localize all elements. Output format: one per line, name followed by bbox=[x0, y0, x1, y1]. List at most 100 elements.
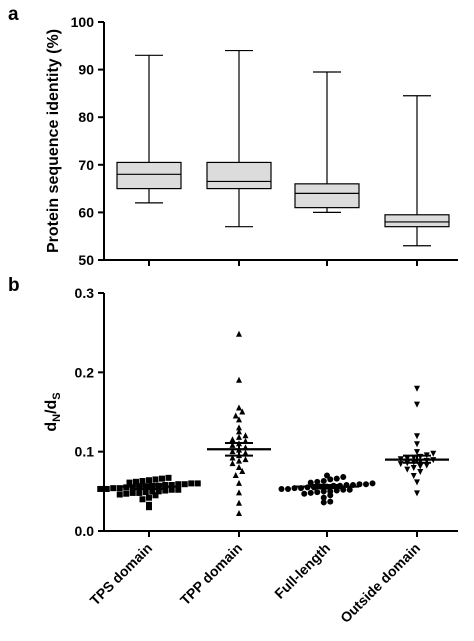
data-point-triangle-up bbox=[236, 433, 242, 440]
data-point-circle bbox=[346, 486, 353, 493]
data-point-triangle-up bbox=[236, 479, 242, 486]
data-point-square bbox=[168, 481, 175, 488]
data-point-square bbox=[123, 490, 130, 497]
panel-b-y-label-sub-s: S bbox=[51, 392, 63, 399]
data-point-square bbox=[155, 488, 162, 495]
data-point-triangle-up bbox=[236, 376, 242, 383]
data-point-square bbox=[146, 494, 152, 501]
data-point-triangle-down bbox=[414, 479, 420, 486]
panel-a-boxes bbox=[116, 49, 450, 247]
box-iqr bbox=[384, 214, 450, 228]
data-point-triangle-down bbox=[410, 465, 417, 472]
panel-a-y-tick-label: 90 bbox=[78, 62, 94, 78]
box-iqr bbox=[206, 161, 272, 190]
data-point-triangle-up bbox=[232, 471, 239, 478]
data-point-circle bbox=[327, 492, 334, 499]
data-point-square bbox=[139, 478, 146, 485]
data-point-circle bbox=[327, 476, 334, 483]
data-point-square bbox=[139, 496, 146, 503]
data-point-circle bbox=[327, 498, 334, 505]
data-point-triangle-down bbox=[417, 469, 424, 475]
data-point-square bbox=[159, 475, 165, 482]
panel-b-y-label-sub-n: N bbox=[51, 414, 63, 422]
data-point-square bbox=[129, 489, 136, 496]
data-point-circle bbox=[340, 486, 347, 493]
x-tick-label-tpp-domain: TPP domain bbox=[177, 540, 245, 608]
data-point-square bbox=[110, 485, 117, 492]
data-point-circle bbox=[320, 488, 327, 495]
data-point-triangle-down bbox=[414, 490, 420, 497]
data-point-square bbox=[165, 474, 172, 481]
data-point-square bbox=[162, 481, 169, 488]
box-iqr bbox=[116, 161, 182, 190]
data-point-square bbox=[175, 486, 182, 493]
panel-a-y-tick-label: 60 bbox=[78, 204, 94, 220]
box-outside-domain bbox=[384, 95, 450, 247]
data-point-circle bbox=[340, 474, 347, 481]
panel-b-points bbox=[97, 330, 449, 517]
data-point-square bbox=[116, 485, 123, 492]
data-point-triangle-up bbox=[236, 424, 242, 431]
panel-a-y-tick-label: 50 bbox=[78, 252, 94, 268]
data-point-square bbox=[133, 478, 139, 485]
panel-a-y-tick-label: 100 bbox=[71, 14, 95, 30]
data-point-circle bbox=[285, 485, 291, 492]
data-point-triangle-up bbox=[242, 432, 249, 439]
data-point-triangle-down bbox=[410, 472, 417, 479]
panel-a: a Protein sequence identity (%) 50 60 70 80… bbox=[8, 4, 458, 268]
data-point-square bbox=[162, 487, 169, 494]
data-point-square bbox=[152, 492, 159, 499]
data-point-square bbox=[126, 479, 133, 486]
data-point-triangle-up bbox=[229, 454, 236, 461]
data-point-triangle-up bbox=[239, 468, 246, 474]
panel-b-y-tick-label: 0.3 bbox=[75, 285, 95, 301]
data-point-circle bbox=[307, 479, 314, 486]
data-point-triangle-up bbox=[236, 416, 242, 423]
data-point-triangle-up bbox=[229, 436, 236, 443]
panel-b-y-label-d: d bbox=[43, 422, 60, 432]
box-iqr bbox=[294, 183, 360, 209]
panel-b-x-tick-labels: TPS domain TPP domain Full-length Outside d… bbox=[87, 540, 424, 626]
panel-a-y-ticks: 50 60 70 80 90 100 bbox=[71, 14, 104, 268]
panel-b-y-label-slash-d: /d bbox=[43, 400, 60, 414]
data-point-circle bbox=[314, 478, 321, 485]
panel-a-axes bbox=[103, 22, 458, 266]
panel-a-label: a bbox=[8, 4, 19, 25]
data-point-triangle-up bbox=[236, 404, 242, 411]
data-point-square bbox=[175, 481, 182, 488]
data-point-circle bbox=[314, 489, 321, 496]
data-point-square bbox=[181, 481, 188, 488]
data-point-circle bbox=[363, 481, 369, 488]
data-point-triangle-down bbox=[404, 466, 411, 473]
data-point-square bbox=[146, 504, 152, 511]
data-point-triangle-down bbox=[397, 461, 404, 468]
data-point-triangle-up bbox=[229, 460, 236, 467]
data-point-triangle-up bbox=[229, 448, 236, 455]
data-point-triangle-up bbox=[239, 408, 246, 415]
box-tps-domain bbox=[116, 54, 182, 204]
data-point-square bbox=[146, 477, 152, 484]
data-point-triangle-down bbox=[423, 462, 430, 469]
x-tick-label-tps-domain: TPS domain bbox=[87, 540, 156, 609]
data-point-triangle-up bbox=[236, 330, 242, 337]
panel-a-y-tick-label: 70 bbox=[78, 157, 94, 173]
panel-b-y-ticks: 0.0 0.1 0.2 0.3 bbox=[75, 285, 104, 539]
points-tps-domain bbox=[97, 474, 201, 511]
x-tick-label-outside-domain: Outside domain bbox=[337, 540, 423, 626]
x-tick-label-full-length: Full-length bbox=[271, 540, 333, 602]
data-point-triangle-up bbox=[236, 499, 242, 506]
data-point-circle bbox=[301, 490, 308, 497]
data-point-square bbox=[116, 491, 123, 498]
data-point-triangle-down bbox=[414, 385, 420, 392]
data-point-square bbox=[188, 480, 195, 487]
points-outside-domain bbox=[385, 385, 449, 497]
panel-b-axes bbox=[103, 293, 458, 537]
data-point-square bbox=[149, 488, 156, 495]
panel-b-y-tick-label: 0.1 bbox=[75, 444, 95, 460]
data-point-circle bbox=[278, 485, 285, 492]
data-point-triangle-up bbox=[236, 464, 242, 471]
data-point-square bbox=[152, 476, 159, 483]
data-point-square bbox=[194, 480, 201, 487]
data-point-square bbox=[103, 485, 110, 492]
